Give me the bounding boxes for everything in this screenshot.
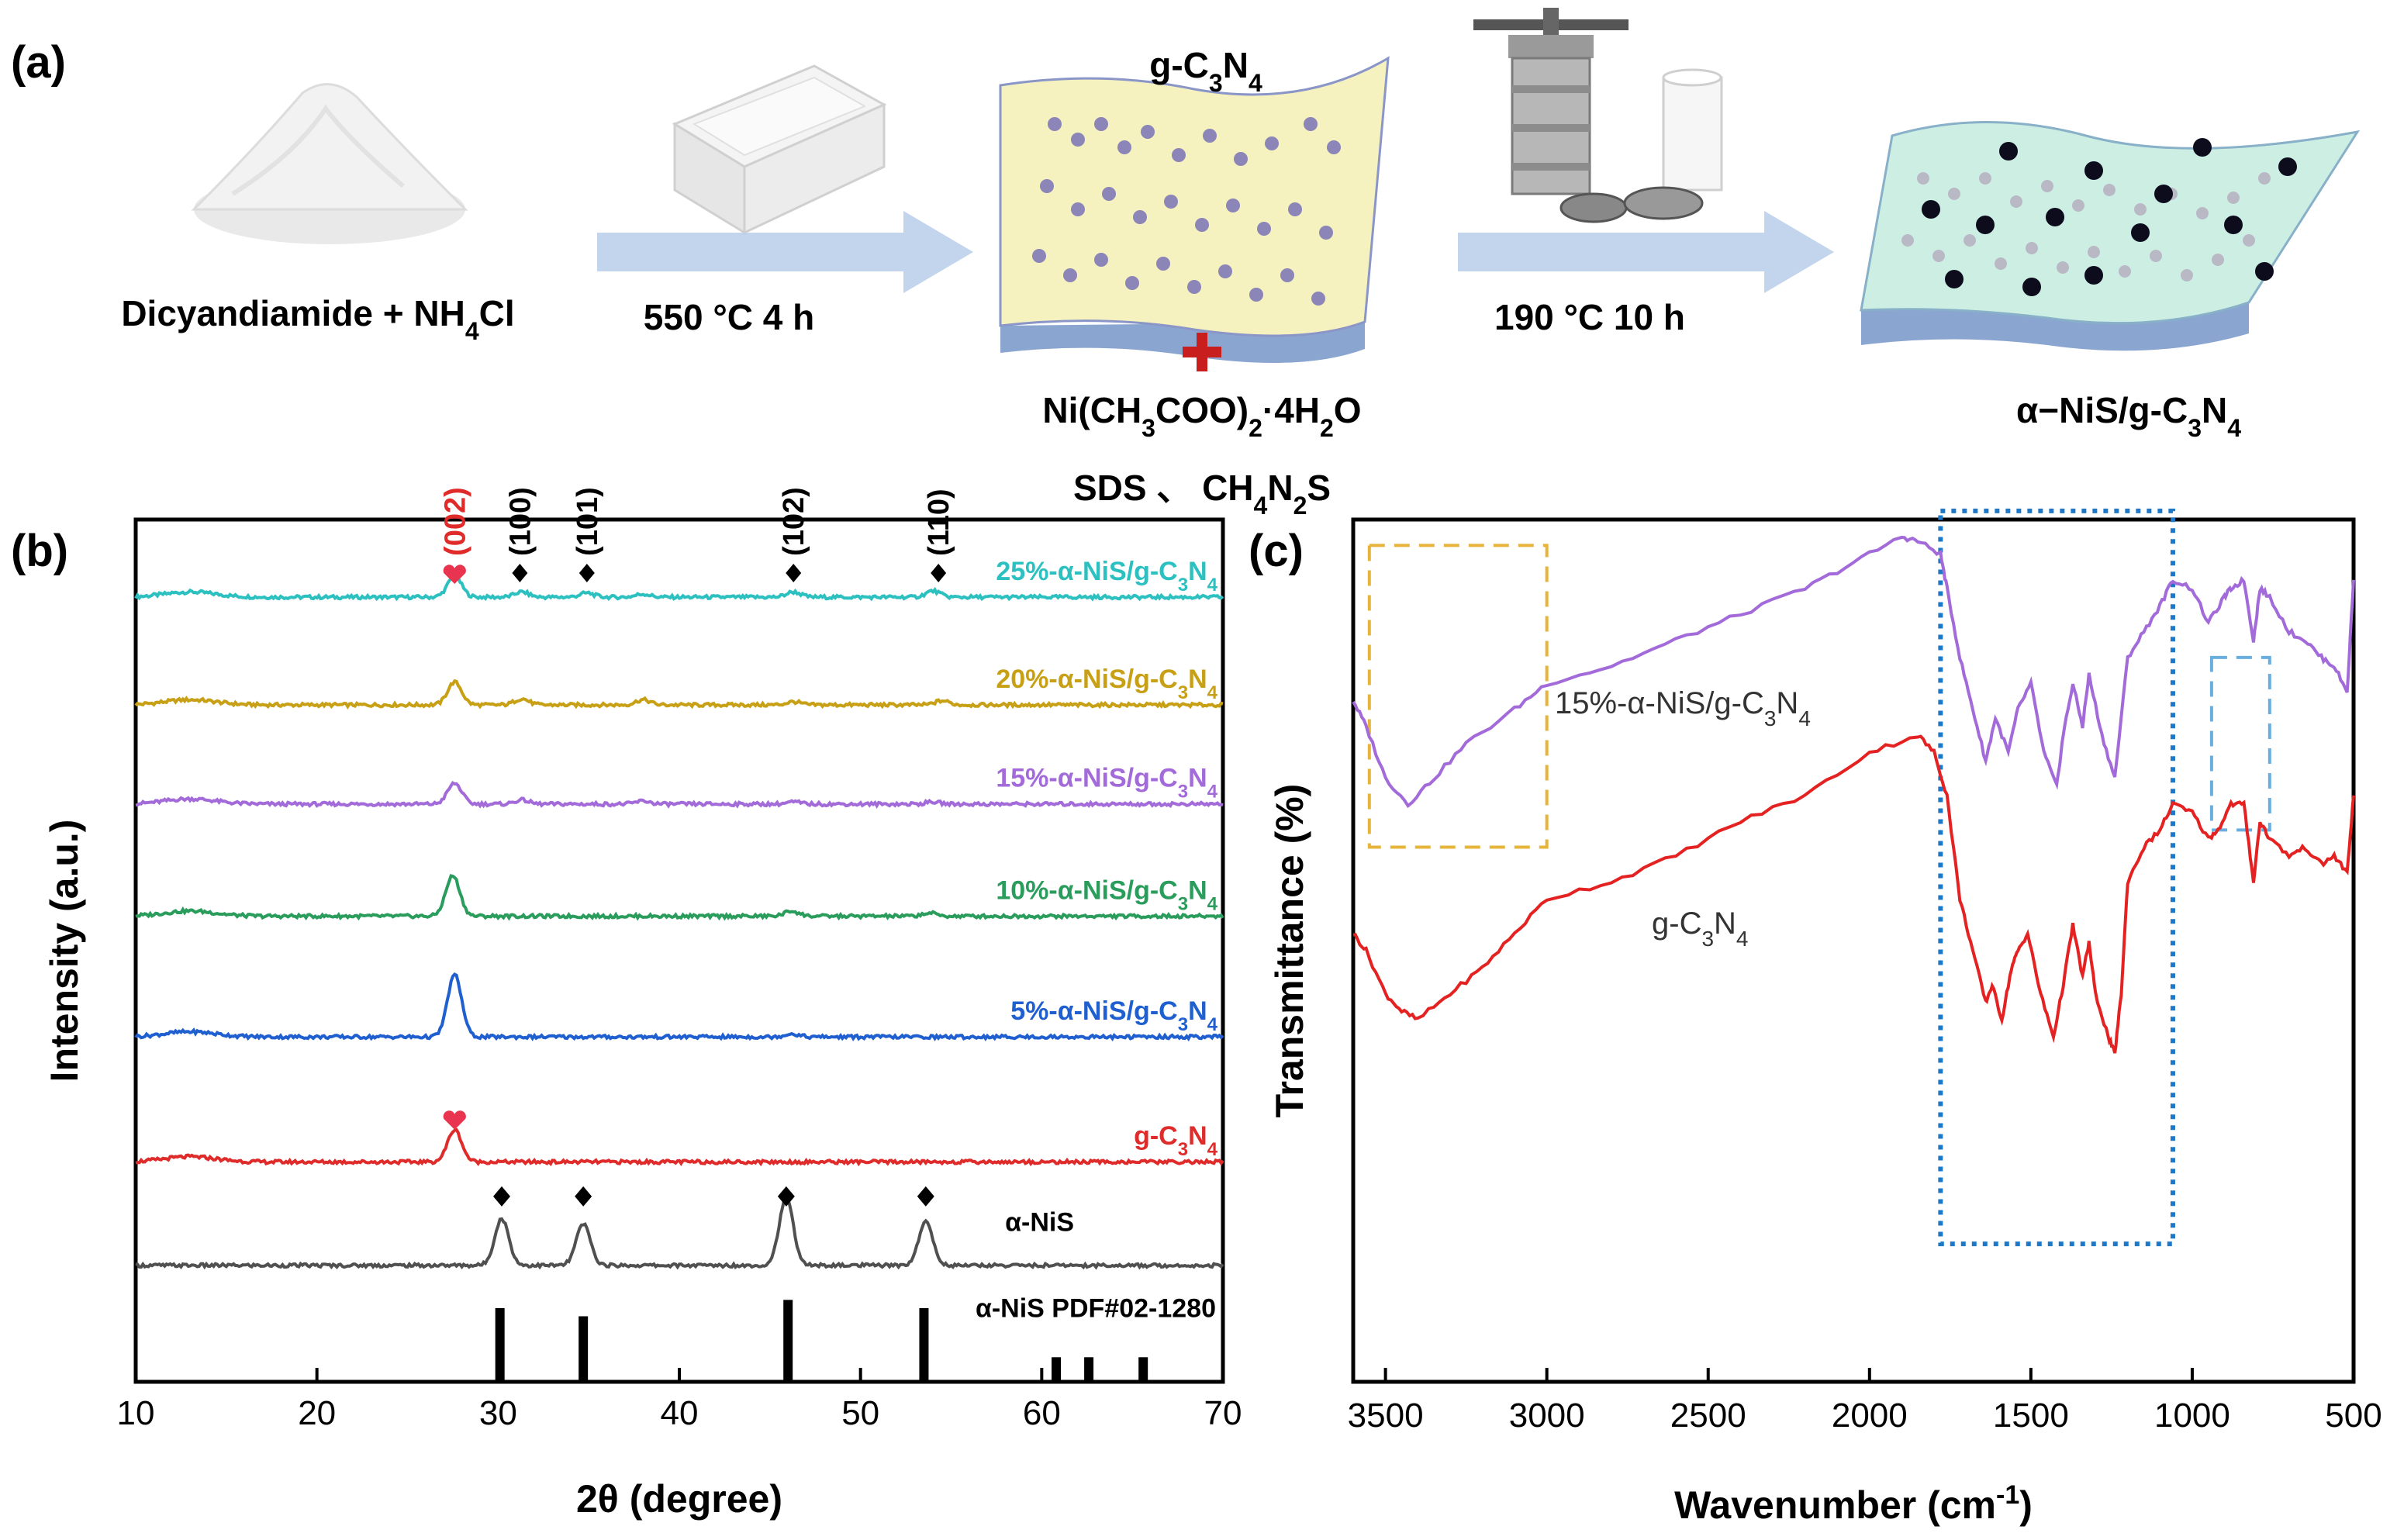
reference-stick: [783, 1300, 793, 1382]
diamond-marker: [575, 1186, 592, 1207]
highlight-box: [1938, 508, 2175, 1247]
panel-a-label: (a): [11, 37, 66, 88]
gcn-sheet-icon: [999, 56, 1390, 363]
x-axis-title: 2θ (degree): [576, 1477, 782, 1521]
diamond-marker: [512, 563, 528, 582]
x-tick-label: 30: [479, 1394, 517, 1432]
x-tick-label: 2000: [1832, 1397, 1908, 1435]
reagent1-label: Ni(CH3COO)2·4H2O: [1042, 390, 1361, 442]
series-label: 15%-α-NiS/g-C3N4: [1555, 686, 1811, 730]
reference-stick: [1084, 1357, 1094, 1382]
powder-pile-icon: [191, 83, 468, 244]
x-tick-label: 20: [298, 1394, 336, 1432]
series-line: [135, 874, 1224, 921]
panel-c-label: (c): [1249, 526, 1304, 576]
diamond-marker: [493, 1186, 511, 1207]
plot-frame: [133, 517, 1225, 1384]
series-line: [134, 575, 1224, 602]
x-tick-label: 50: [841, 1394, 879, 1432]
series-label: α-NiS: [1005, 1207, 1074, 1237]
series-line: [134, 972, 1224, 1042]
series-label: 5%-α-NiS/g-C3N4: [1010, 996, 1217, 1035]
panel-b-xrd-chart: (b) 10 20 30 40 50 60 70 α-NiS PDF#02-1280 25%-α…: [11, 487, 1242, 1521]
series-label: g-C3N4: [1134, 1121, 1218, 1160]
product-label: α−NiS/g-C3N4: [2016, 390, 2241, 442]
crucible-icon: [672, 64, 887, 235]
heart-marker: [443, 565, 466, 584]
diamond-marker: [931, 563, 947, 582]
x-tick-label: 60: [1023, 1394, 1061, 1432]
series-label: 15%-α-NiS/g-C3N4: [996, 764, 1217, 803]
series-label: 25%-α-NiS/g-C3N4: [996, 557, 1217, 596]
y-axis-title: Intensity (a.u.): [43, 820, 86, 1082]
x-tick-label: 500: [2325, 1397, 2381, 1435]
x-tick-label: 3000: [1509, 1397, 1585, 1435]
x-tick-label: 3500: [1348, 1397, 1424, 1435]
autoclave-icon: [1473, 8, 1723, 223]
panel-c-ftir-chart: (c) 3500 3000 2500 2000 1500 1000 500 15%-α-NiS…: [1249, 508, 2382, 1527]
hkl-label: (002): [439, 487, 471, 556]
panel-b-label: (b): [11, 526, 68, 576]
series-label: 10%-α-NiS/g-C3N4: [996, 875, 1217, 914]
xrd-plot-area: 10 20 30 40 50 60 70 α-NiS PDF#02-1280 25%-α-NiS…: [117, 487, 1242, 1432]
arrow2-label: 190 °C 10 h: [1494, 297, 1685, 337]
diamond-marker: [786, 563, 802, 582]
diamond-marker: [579, 563, 595, 582]
plot-frame: [1351, 517, 2356, 1384]
hkl-label: (100): [504, 487, 537, 556]
x-tick-label: 40: [661, 1394, 699, 1432]
series-label: g-C3N4: [1652, 906, 1749, 951]
reference-stick: [1052, 1357, 1062, 1382]
reference-stick: [919, 1307, 929, 1382]
hkl-label: (101): [572, 487, 604, 556]
x-tick-label: 2500: [1670, 1397, 1746, 1435]
panel-a: (a) Dicyandiamide + NH4Cl 550 °C 4 h: [11, 8, 2361, 520]
diamond-marker: [777, 1186, 795, 1207]
reference-stick: [495, 1307, 505, 1382]
step1-label: Dicyandiamide + NH4Cl: [121, 293, 514, 345]
x-axis-title: Wavenumber (cm-1): [1674, 1480, 2033, 1527]
series-label: 20%-α-NiS/g-C3N4: [996, 665, 1217, 703]
heart-marker: [443, 1110, 466, 1130]
x-tick-label: 70: [1204, 1394, 1242, 1432]
arrow-right-icon: [1458, 211, 1834, 293]
diamond-marker: [917, 1186, 934, 1207]
highlight-box: [1367, 544, 1549, 849]
x-tick-label: 1000: [2154, 1397, 2230, 1435]
series-line: [1352, 734, 2355, 1054]
reference-label: α-NiS PDF#02-1280: [976, 1294, 1216, 1324]
series-line: [134, 678, 1224, 710]
series-line: [135, 1196, 1224, 1270]
x-tick-label: 10: [117, 1394, 155, 1432]
nis-gcn-sheet-icon: [1860, 121, 2361, 351]
ftir-plot-area: 3500 3000 2500 2000 1500 1000 500 15%-α-NiS/g-C…: [1348, 508, 2382, 1435]
y-axis-title: Transmittance (%): [1268, 784, 1311, 1118]
arrow1-label: 550 °C 4 h: [644, 297, 814, 337]
sheet1-title: g-C3N4: [1149, 45, 1262, 97]
arrow-right-icon: [597, 211, 973, 293]
x-tick-label: 1500: [1993, 1397, 2069, 1435]
series-line: [1352, 535, 2355, 809]
series-line: [135, 781, 1224, 809]
hkl-label: (102): [778, 487, 810, 556]
reagent2-label: SDS 、 CH4N2S: [1073, 468, 1331, 520]
highlight-box: [2209, 655, 2271, 832]
hkl-label: (110): [923, 489, 955, 556]
series-line: [135, 1127, 1224, 1167]
reference-stick: [579, 1316, 589, 1382]
reference-stick: [1138, 1357, 1148, 1382]
plus-icon: [1183, 333, 1221, 371]
